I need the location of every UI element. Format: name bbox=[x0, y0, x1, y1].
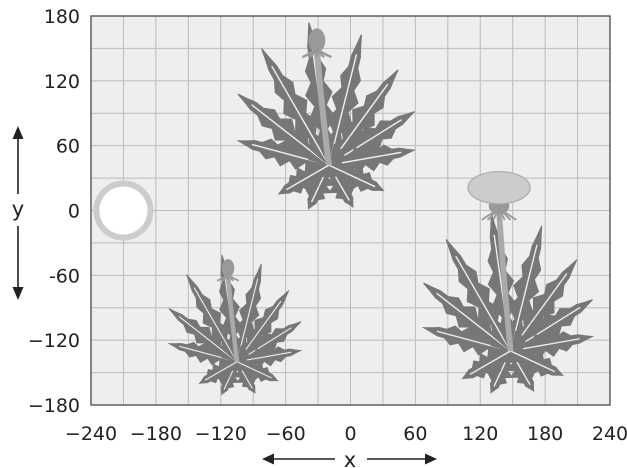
flower-bud bbox=[308, 28, 326, 53]
leaf bbox=[186, 274, 238, 363]
leaf-vein bbox=[204, 361, 238, 381]
y-tick-label: 180 bbox=[44, 6, 80, 28]
x-tick-label: −240 bbox=[65, 423, 117, 445]
x-tick-label: −120 bbox=[195, 423, 247, 445]
leaf-blade bbox=[509, 330, 595, 359]
leaf-vein bbox=[193, 287, 238, 363]
tick-labels: −240 −180 −120 −60 0 60 120 180 240 180 120 60 0 -60 −… bbox=[28, 6, 627, 445]
leaf bbox=[445, 239, 512, 353]
x-axis-label: x bbox=[344, 448, 356, 468]
x-tick-label: 120 bbox=[462, 423, 498, 445]
x-tick-label: −180 bbox=[130, 423, 182, 445]
y-tick-label: 60 bbox=[56, 136, 80, 158]
plant-bottom-right bbox=[421, 170, 595, 394]
plant-bottom-left bbox=[167, 254, 303, 396]
leaf bbox=[261, 48, 330, 167]
plant-top bbox=[236, 22, 417, 210]
stem bbox=[496, 210, 514, 352]
leaf-blade bbox=[327, 143, 417, 174]
bud-sepal bbox=[227, 274, 240, 282]
plot-frame bbox=[90, 15, 611, 406]
stem bbox=[225, 275, 240, 363]
leaf-vein bbox=[436, 292, 511, 352]
x-tick-label: 180 bbox=[527, 423, 563, 445]
leaf bbox=[327, 161, 385, 192]
leaf-vein bbox=[271, 65, 330, 166]
x-axis-arrow bbox=[262, 453, 437, 465]
ring bbox=[93, 180, 154, 241]
leaf-vein bbox=[286, 164, 330, 191]
leaf-blade bbox=[236, 345, 303, 368]
bloom-sepal bbox=[498, 207, 517, 221]
leaf bbox=[277, 162, 330, 195]
leaf bbox=[461, 348, 512, 380]
y-tick-label: -60 bbox=[49, 265, 80, 287]
flower-bud bbox=[221, 259, 235, 278]
stem bbox=[313, 49, 332, 166]
x-tick-label: 0 bbox=[344, 423, 356, 445]
leaf-vein bbox=[469, 350, 511, 376]
y-tick-label: 120 bbox=[44, 71, 80, 93]
y-tick-label: −120 bbox=[28, 330, 80, 352]
y-axis-label: y bbox=[12, 197, 24, 221]
plot-objects bbox=[93, 22, 595, 396]
y-axis-arrow bbox=[12, 126, 24, 300]
flower-bloom bbox=[467, 170, 531, 205]
bud-sepal bbox=[308, 49, 318, 58]
bloom-sepal bbox=[492, 207, 500, 221]
leaf bbox=[236, 358, 279, 382]
leaf-vein bbox=[455, 255, 512, 352]
leaf-vein bbox=[236, 361, 272, 379]
leaf-vein bbox=[510, 350, 556, 373]
y-tick-label: −180 bbox=[28, 395, 80, 417]
leaf bbox=[198, 359, 238, 384]
leaf-vein bbox=[328, 164, 376, 188]
leaf bbox=[509, 347, 565, 377]
x-tick-label: −60 bbox=[266, 423, 306, 445]
leaf-vein bbox=[178, 316, 238, 363]
x-tick-label: 240 bbox=[592, 423, 627, 445]
bud-sepal bbox=[316, 48, 332, 59]
x-tick-label: 60 bbox=[403, 423, 427, 445]
y-tick-label: 0 bbox=[68, 201, 80, 223]
leaf-vein bbox=[251, 104, 330, 166]
